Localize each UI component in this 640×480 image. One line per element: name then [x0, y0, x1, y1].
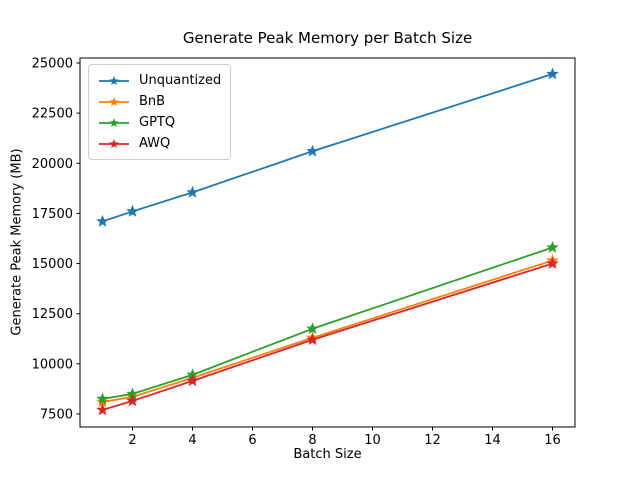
legend-marker-icon [99, 75, 129, 85]
series-awq [96, 256, 559, 416]
series-unquantized [96, 67, 559, 227]
axes-frame [79, 57, 576, 428]
x-tick-label: 2 [128, 433, 136, 448]
series-line-gptq [101, 246, 554, 400]
y-tick-label: 12500 [32, 307, 73, 322]
series-line-awq [101, 262, 554, 411]
legend-item-gptq: GPTQ [98, 112, 221, 133]
data-point-marker [546, 256, 559, 269]
legend-label: Unquantized [139, 73, 222, 88]
x-tick-label: 10 [364, 433, 381, 448]
y-tick-label: 17500 [32, 207, 73, 222]
series-gptq [96, 240, 559, 405]
data-point-marker [546, 67, 559, 80]
y-axis-label: Generate Peak Memory (MB) [9, 148, 25, 336]
y-tick-label: 10000 [32, 357, 73, 372]
legend-item-unquantized: Unquantized [98, 70, 221, 91]
legend-item-awq: AWQ [98, 133, 221, 154]
y-tick-label: 15000 [32, 257, 73, 272]
data-point-marker [126, 204, 139, 217]
x-axis-label: Batch Size [293, 447, 362, 462]
legend-label: AWQ [139, 136, 171, 151]
data-point-marker [96, 392, 109, 405]
data-point-marker [186, 185, 199, 198]
data-point-marker [96, 403, 109, 416]
legend-label: GPTQ [139, 115, 176, 130]
x-tick-label: 8 [308, 433, 316, 448]
legend-marker-icon [99, 117, 129, 127]
data-point-marker [306, 333, 319, 346]
data-point-marker [546, 240, 559, 253]
y-tick-label: 7500 [40, 407, 73, 422]
legend-label: BnB [139, 94, 166, 109]
legend: Unquantized BnB GPTQ AWQ [88, 64, 232, 160]
axis-ticks: 2 4 6 8 10 12 14 16 7500 10000 12500 15000 17500 2000… [32, 57, 561, 448]
y-tick-label: 20000 [32, 157, 73, 172]
legend-item-bnb: BnB [98, 91, 221, 112]
data-point-marker [306, 144, 319, 157]
x-tick-label: 16 [544, 433, 561, 448]
data-point-marker [186, 374, 199, 387]
x-tick-label: 14 [484, 433, 501, 448]
x-tick-label: 6 [248, 433, 256, 448]
y-tick-label: 22500 [32, 107, 73, 122]
chart-title: Generate Peak Memory per Batch Size [182, 29, 473, 47]
legend-marker-icon [99, 96, 129, 106]
x-tick-label: 12 [424, 433, 441, 448]
x-tick-label: 4 [188, 433, 196, 448]
legend-marker-icon [99, 138, 129, 148]
data-point-marker [306, 322, 319, 335]
y-tick-label: 25000 [32, 57, 73, 72]
data-point-marker [126, 394, 139, 407]
data-point-marker [96, 214, 109, 227]
series-line-bnb [101, 259, 554, 403]
